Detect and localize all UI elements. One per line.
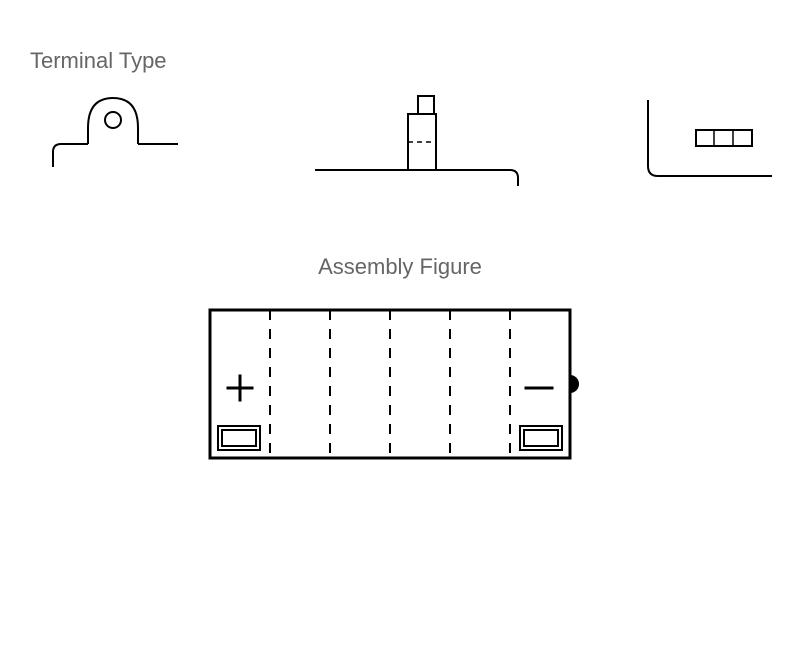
- assembly-figure-label: Assembly Figure: [290, 254, 510, 280]
- assembly-figure-diagram: [200, 300, 600, 470]
- terminal-type-3-diagram: [640, 98, 780, 188]
- terminal-type-1-diagram: [48, 92, 188, 172]
- terminal-type-2-diagram: [310, 78, 530, 188]
- terminal-type-label: Terminal Type: [30, 48, 167, 74]
